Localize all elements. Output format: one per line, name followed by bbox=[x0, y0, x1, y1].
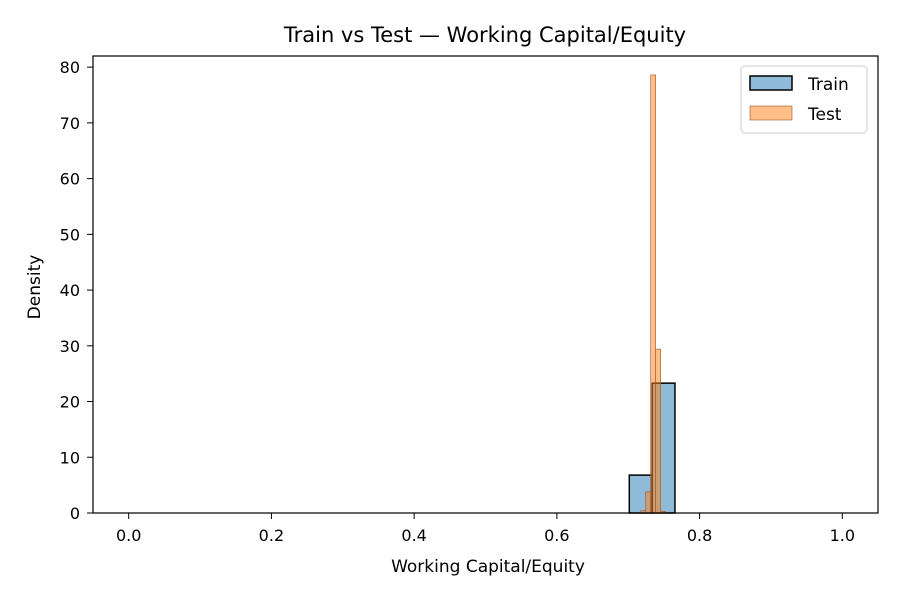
bar-test-3 bbox=[655, 348, 661, 514]
x-axis: 0.0 0.2 0.4 0.6 0.8 1.0 bbox=[116, 513, 855, 545]
chart-title: Train vs Test — Working Capital/Equity bbox=[283, 23, 686, 47]
y-tick-label: 70 bbox=[60, 114, 80, 133]
y-tick-label: 10 bbox=[60, 448, 80, 467]
x-tick-label: 0.2 bbox=[259, 526, 284, 545]
y-tick-label: 30 bbox=[60, 337, 80, 356]
y-tick-label: 40 bbox=[60, 281, 80, 300]
legend-swatch-train bbox=[749, 75, 793, 91]
bar-test-1 bbox=[645, 491, 652, 514]
x-tick-label: 0.8 bbox=[687, 526, 712, 545]
y-axis: 0 10 20 30 40 50 60 70 80 bbox=[60, 58, 93, 523]
legend-swatch-test bbox=[749, 105, 793, 121]
legend: Train Test bbox=[740, 65, 868, 134]
y-tick-label: 50 bbox=[60, 225, 80, 244]
bar-test-2 bbox=[650, 74, 657, 514]
x-axis-label: Working Capital/Equity bbox=[391, 557, 585, 577]
x-tick-label: 1.0 bbox=[830, 526, 855, 545]
plot-frame bbox=[92, 55, 879, 514]
legend-label-test: Test bbox=[807, 105, 842, 125]
y-tick-label: 20 bbox=[60, 393, 80, 412]
x-tick-label: 0.4 bbox=[401, 526, 426, 545]
y-axis-label: Density bbox=[25, 255, 45, 320]
x-tick-label: 0.6 bbox=[544, 526, 569, 545]
y-tick-label: 60 bbox=[60, 170, 80, 189]
y-tick-label: 80 bbox=[60, 58, 80, 77]
legend-label-train: Train bbox=[807, 75, 849, 95]
x-tick-label: 0.0 bbox=[116, 526, 141, 545]
y-tick-label: 0 bbox=[70, 504, 80, 523]
